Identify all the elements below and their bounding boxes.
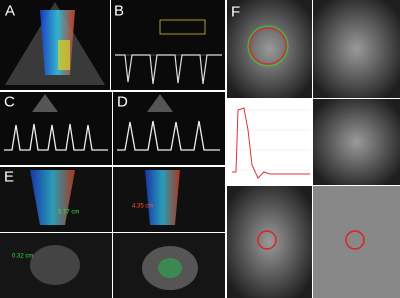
panel-e	[0, 167, 225, 298]
panel-label: F	[231, 3, 240, 20]
measurement: 0.32 cm	[12, 254, 33, 260]
panel-b	[111, 0, 225, 90]
panel-label: D	[117, 93, 128, 110]
panel-a	[0, 0, 110, 90]
panel-label: E	[4, 168, 14, 185]
panel-c	[0, 92, 112, 165]
panel-label: C	[4, 93, 15, 110]
measurement: 4.35 cm	[132, 204, 153, 210]
measurement: 6.77 cm	[58, 210, 79, 216]
panel-d	[113, 92, 225, 165]
panel-f	[227, 0, 400, 298]
panel-label: A	[5, 2, 15, 19]
panel-label: B	[114, 2, 124, 19]
